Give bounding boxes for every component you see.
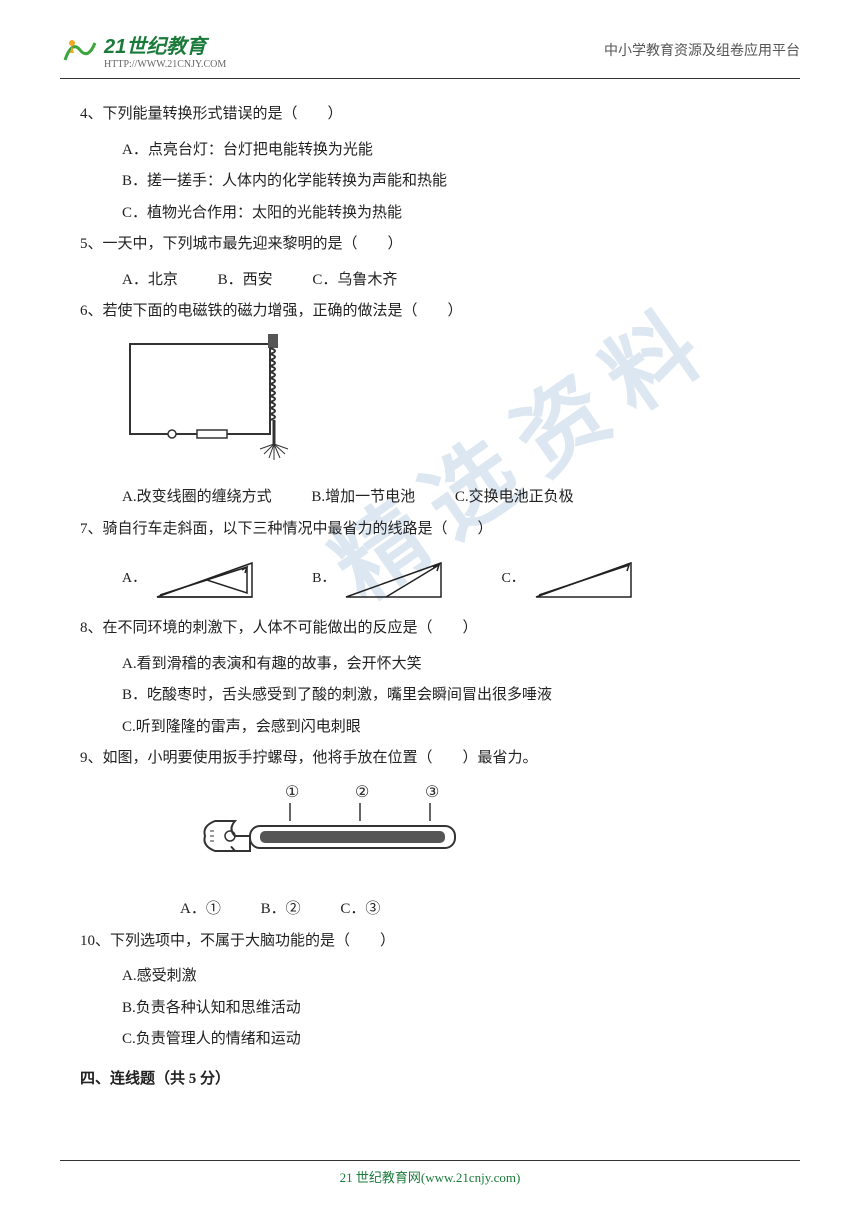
- question-6-options: A.改变线圈的缠绕方式 B.增加一节电池 C.交换电池正负极: [80, 482, 780, 514]
- q4-option-a: A．点亮台灯：台灯把电能转换为光能: [122, 135, 780, 167]
- page-footer: 21 世纪教育网(www.21cnjy.com): [0, 1160, 860, 1186]
- q9-option-a: A．①: [180, 901, 221, 917]
- q7-option-c: C．: [501, 555, 640, 603]
- q9-option-c: C．③: [340, 901, 380, 917]
- question-7-stem: 7、骑自行车走斜面，以下三种情况中最省力的线路是（ ）: [80, 514, 780, 546]
- question-6-stem: 6、若使下面的电磁铁的磁力增强，正确的做法是（ ）: [80, 296, 780, 328]
- q8-option-a: A.看到滑稽的表演和有趣的故事，会开怀大笑: [122, 649, 780, 681]
- question-10-stem: 10、下列选项中，不属于大脑功能的是（ ）: [80, 926, 780, 958]
- q10-option-c: C.负责管理人的情绪和运动: [122, 1024, 780, 1056]
- question-5-options: A．北京 B．西安 C．乌鲁木齐: [80, 265, 780, 297]
- question-4-options: A．点亮台灯：台灯把电能转换为光能 B．搓一搓手：人体内的化学能转换为声能和热能…: [80, 135, 780, 230]
- q6-option-c: C.交换电池正负极: [455, 489, 574, 505]
- q7-option-b: B．: [312, 555, 451, 603]
- q9-diagram: ① ② ③: [80, 781, 780, 889]
- section-4-title: 四、连线题（共 5 分）: [80, 1064, 780, 1096]
- q9-label-2: ②: [355, 784, 369, 801]
- q10-option-b: B.负责各种认知和思维活动: [122, 993, 780, 1025]
- question-9-stem: 9、如图，小明要使用扳手拧螺母，他将手放在位置（ ）最省力。: [80, 743, 780, 775]
- q9-label-3: ③: [425, 784, 439, 801]
- q7-option-a: A．: [122, 555, 262, 603]
- q6-diagram: [80, 334, 780, 477]
- page-header: 21世纪教育 HTTP://WWW.21CNJY.COM 中小学教育资源及组卷应…: [0, 0, 860, 78]
- footer-divider: [60, 1160, 800, 1161]
- header-right-text: 中小学教育资源及组卷应用平台: [604, 40, 800, 60]
- q6-option-a: A.改变线圈的缠绕方式: [122, 489, 272, 505]
- q4-option-b: B．搓一搓手：人体内的化学能转换为声能和热能: [122, 166, 780, 198]
- question-7-options: A． B． C．: [80, 555, 780, 603]
- question-8-stem: 8、在不同环境的刺激下，人体不可能做出的反应是（ ）: [80, 613, 780, 645]
- q5-option-c: C．乌鲁木齐: [312, 272, 397, 288]
- question-10-options: A.感受刺激 B.负责各种认知和思维活动 C.负责管理人的情绪和运动: [80, 961, 780, 1056]
- q7-b-label: B．: [312, 564, 335, 593]
- q6-option-b: B.增加一节电池: [311, 489, 415, 505]
- logo-block: 21世纪教育 HTTP://WWW.21CNJY.COM: [60, 30, 226, 70]
- question-5-stem: 5、一天中，下列城市最先迎来黎明的是（ ）: [80, 229, 780, 261]
- q8-option-c: C.听到隆隆的雷声，会感到闪电刺眼: [122, 712, 780, 744]
- q5-option-a: A．北京: [122, 272, 178, 288]
- q7-c-label: C．: [501, 564, 524, 593]
- footer-text: 21 世纪教育网(www.21cnjy.com): [340, 1170, 521, 1185]
- question-9-options: A．① B．② C．③: [80, 894, 780, 926]
- question-4-stem: 4、下列能量转换形式错误的是（ ）: [80, 99, 780, 131]
- q10-option-a: A.感受刺激: [122, 961, 780, 993]
- q9-label-1: ①: [285, 784, 299, 801]
- logo-title: 21世纪教育: [104, 30, 226, 59]
- logo-icon: [60, 35, 100, 65]
- q9-option-b: B．②: [261, 901, 301, 917]
- content-area: 4、下列能量转换形式错误的是（ ） A．点亮台灯：台灯把电能转换为光能 B．搓一…: [0, 79, 860, 1095]
- q8-option-b: B．吃酸枣时，舌头感受到了酸的刺激，嘴里会瞬间冒出很多唾液: [122, 680, 780, 712]
- q7-a-label: A．: [122, 564, 146, 593]
- question-8-options: A.看到滑稽的表演和有趣的故事，会开怀大笑 B．吃酸枣时，舌头感受到了酸的刺激，…: [80, 649, 780, 744]
- q5-option-b: B．西安: [218, 272, 273, 288]
- logo-url: HTTP://WWW.21CNJY.COM: [104, 59, 226, 70]
- q4-option-c: C．植物光合作用：太阳的光能转换为热能: [122, 198, 780, 230]
- logo-text-wrap: 21世纪教育 HTTP://WWW.21CNJY.COM: [104, 30, 226, 70]
